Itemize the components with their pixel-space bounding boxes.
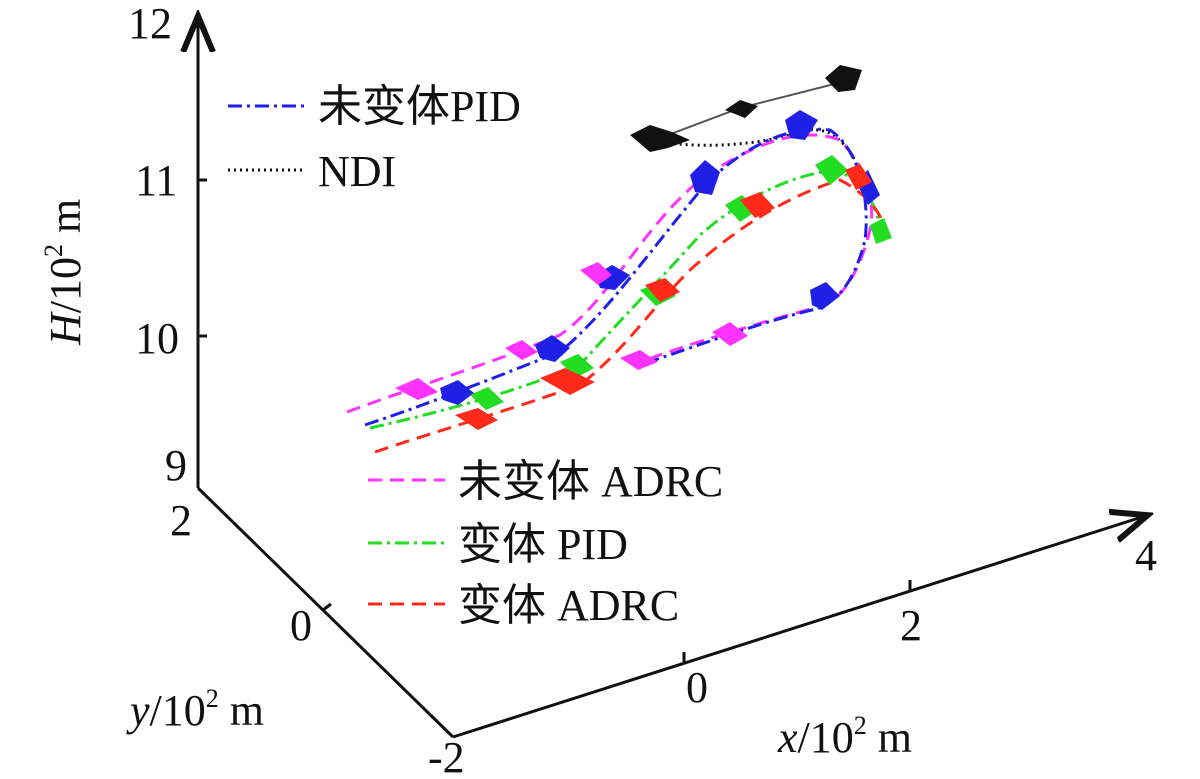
axes bbox=[196, 22, 1142, 739]
aircraft-marker bbox=[725, 100, 758, 118]
legend-label: 未变体PID bbox=[318, 82, 521, 131]
aircraft-marker bbox=[810, 282, 840, 310]
aircraft-marker bbox=[825, 65, 862, 92]
series-line-morph-adrc bbox=[374, 178, 887, 454]
x-axis-label: x/102 m bbox=[777, 711, 912, 762]
x-tick-label: 2 bbox=[900, 601, 922, 650]
legend-top-left: 未变体PID NDI bbox=[228, 82, 521, 196]
series-line-ndi bbox=[649, 128, 857, 161]
z-tick-labels: 12 11 10 9 bbox=[128, 0, 187, 490]
aircraft-marker bbox=[725, 195, 758, 222]
y-axis-line bbox=[196, 486, 455, 739]
aircraft-marker bbox=[785, 110, 818, 140]
svg-text:y/102 m: y/102 m bbox=[126, 684, 264, 735]
aircraft-marker bbox=[645, 278, 680, 302]
legend-bottom: 未变体 ADRC 变体 PID 变体 ADRC bbox=[368, 457, 723, 630]
aircraft-marker bbox=[535, 335, 570, 362]
aircraft-markers bbox=[395, 65, 892, 430]
legend-label: NDI bbox=[318, 147, 396, 196]
aircraft-marker bbox=[740, 192, 775, 218]
y-tick-label: 2 bbox=[170, 496, 192, 545]
aircraft-marker bbox=[815, 155, 848, 185]
y-tick-label: 0 bbox=[290, 601, 312, 650]
aircraft-marker bbox=[470, 387, 504, 410]
z-tick-label: 12 bbox=[128, 0, 172, 48]
legend-label: 变体 ADRC bbox=[458, 581, 679, 630]
series-line-morph-pid bbox=[369, 168, 882, 430]
aircraft-marker bbox=[845, 164, 872, 190]
aircraft-marker bbox=[712, 322, 748, 346]
aircraft-marker bbox=[690, 160, 720, 195]
x-tick-label: 4 bbox=[1135, 531, 1157, 580]
aircraft-marker bbox=[395, 378, 438, 400]
legend-label: 未变体 ADRC bbox=[458, 457, 723, 506]
y-tick-labels: 2 0 -2 bbox=[170, 496, 465, 779]
svg-text:x/102 m: x/102 m bbox=[777, 711, 912, 762]
svg-text:H/102 m: H/102 m bbox=[39, 199, 90, 346]
y-tick-label: -2 bbox=[428, 733, 465, 779]
y-axis-label: y/102 m bbox=[126, 684, 264, 735]
tick-marks bbox=[198, 178, 912, 662]
aircraft-marker bbox=[505, 340, 538, 360]
z-tick-label: 11 bbox=[135, 156, 177, 205]
x-axis-line bbox=[452, 517, 1142, 739]
z-tick-label: 10 bbox=[135, 314, 179, 363]
legend-label: 变体 PID bbox=[458, 520, 628, 569]
aircraft-marker bbox=[440, 380, 474, 405]
aircraft-marker bbox=[560, 354, 594, 378]
z-tick-label: 9 bbox=[165, 441, 187, 490]
aircraft-marker bbox=[630, 125, 690, 152]
aircraft-marker bbox=[580, 262, 612, 285]
x-tick-label: 0 bbox=[686, 663, 708, 712]
series-line-ndi-upper bbox=[659, 79, 851, 139]
aircraft-marker bbox=[455, 408, 498, 430]
aircraft-marker bbox=[870, 218, 892, 244]
z-axis-label: H/102 m bbox=[39, 199, 90, 346]
aircraft-marker bbox=[620, 350, 658, 370]
aircraft-marker bbox=[540, 368, 595, 395]
x-tick-labels: 0 2 4 bbox=[686, 531, 1157, 712]
